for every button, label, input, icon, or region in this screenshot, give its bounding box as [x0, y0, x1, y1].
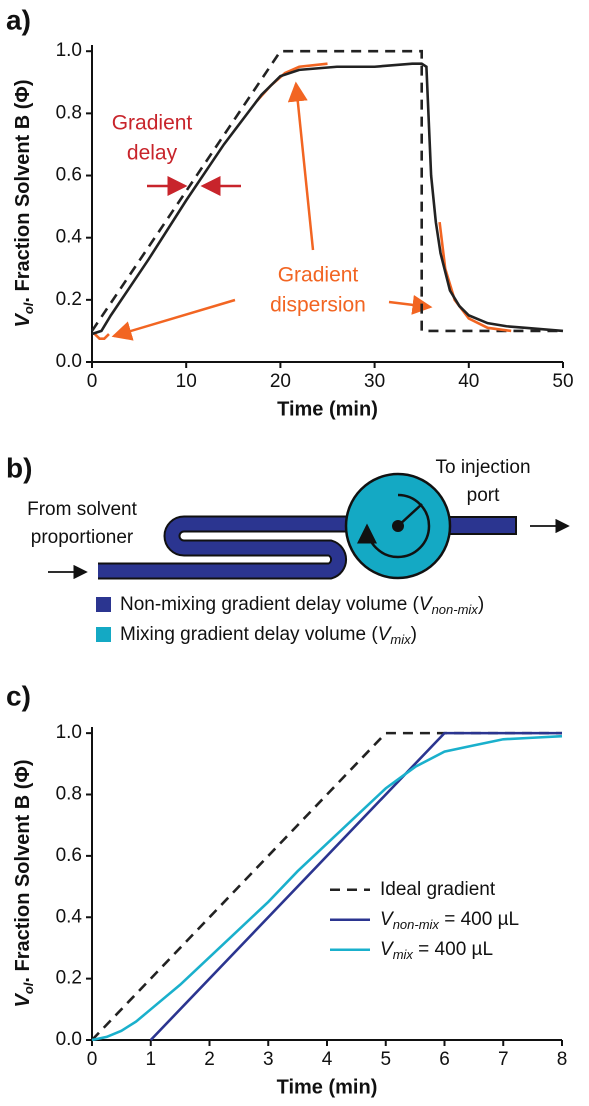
panel-label: c) [6, 680, 31, 711]
arrow [287, 81, 315, 251]
x-axis-label: Time (min) [277, 1076, 378, 1098]
legend-label: Vmix = 400 µL [380, 939, 493, 962]
x-tick-label: 30 [364, 371, 385, 392]
x-tick-label: 8 [557, 1049, 568, 1070]
y-axis-label: Vol. Fraction Solvent B (Φ) [12, 759, 36, 1007]
y-tick-label: 0.8 [56, 102, 82, 123]
x-tick-label: 20 [270, 371, 291, 392]
x-tick-label: 1 [145, 1049, 156, 1070]
outlet-label: port [467, 485, 500, 506]
y-tick-label: 1.0 [56, 722, 82, 743]
panel-label: a) [6, 4, 31, 35]
x-tick-label: 5 [380, 1049, 391, 1070]
y-tick-label: 1.0 [56, 40, 82, 61]
y-tick-label: 0.8 [56, 784, 82, 805]
y-tick-label: 0.4 [56, 906, 83, 927]
x-tick-label: 6 [439, 1049, 450, 1070]
legend-label: Mixing gradient delay volume (Vmix) [120, 624, 417, 647]
y-tick-label: 0.6 [56, 165, 82, 186]
x-tick-label: 2 [204, 1049, 215, 1070]
y-tick-label: 0.0 [56, 351, 82, 372]
annotation: dispersion [270, 294, 366, 317]
annotation: Gradient [278, 264, 359, 287]
line [91, 62, 564, 336]
x-axis-label: Time (min) [277, 398, 378, 420]
y-axis-label: Vol. Fraction Solvent B (Φ) [12, 79, 36, 327]
y-tick-label: 0.0 [56, 1029, 82, 1050]
tube [439, 516, 517, 535]
line [91, 734, 563, 1042]
outlet-label: To injection [435, 457, 530, 478]
legend-label: Vnon-mix = 400 µL [380, 909, 519, 932]
mixer-arrow [357, 493, 431, 559]
annotation: Gradient [112, 112, 193, 135]
y-tick-label: 0.4 [56, 227, 83, 248]
y-tick-label: 0.2 [56, 968, 82, 989]
diagram: b) From solvent proportioner To injectio… [6, 452, 570, 580]
legend-label: Ideal gradient [380, 879, 496, 900]
x-tick-label: 50 [552, 371, 573, 392]
y-tick-label: 0.6 [56, 845, 82, 866]
x-tick-label: 3 [263, 1049, 274, 1070]
x-tick-label: 7 [498, 1049, 509, 1070]
x-tick-label: 4 [322, 1049, 333, 1070]
line [93, 333, 110, 340]
arrow [388, 294, 433, 315]
x-tick-label: 0 [87, 371, 98, 392]
line [149, 731, 562, 1041]
arrow [111, 298, 236, 341]
line [91, 731, 562, 1041]
annotation: delay [127, 142, 178, 165]
inlet-label: proportioner [31, 527, 134, 548]
legend-swatch [96, 627, 111, 642]
x-tick-label: 40 [458, 371, 479, 392]
x-tick-label: 0 [87, 1049, 98, 1070]
legend-swatch [96, 597, 111, 612]
panel-label: b) [6, 452, 32, 483]
stirrer-hub [392, 520, 404, 532]
inlet-label: From solvent [27, 499, 138, 520]
line [438, 221, 512, 333]
legend-label: Non-mixing gradient delay volume (Vnon-m… [120, 594, 484, 617]
line [90, 49, 563, 333]
tube [98, 517, 360, 578]
y-tick-label: 0.2 [56, 289, 82, 310]
x-tick-label: 10 [176, 371, 197, 392]
